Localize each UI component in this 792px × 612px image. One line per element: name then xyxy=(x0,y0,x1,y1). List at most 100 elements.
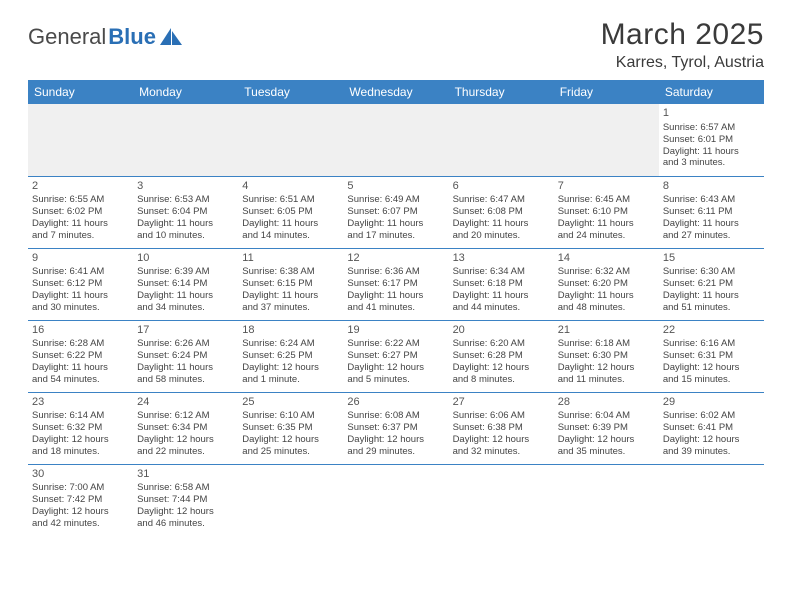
calendar-cell: 26Sunrise: 6:08 AMSunset: 6:37 PMDayligh… xyxy=(343,392,448,464)
cell-line: Sunrise: 6:32 AM xyxy=(558,266,655,278)
cell-line: Sunset: 6:41 PM xyxy=(663,422,760,434)
cell-line: and 46 minutes. xyxy=(137,518,234,530)
cell-line: Sunrise: 6:49 AM xyxy=(347,194,444,206)
location: Karres, Tyrol, Austria xyxy=(601,54,764,72)
cell-line: Daylight: 11 hours xyxy=(558,290,655,302)
calendar-cell: 23Sunrise: 6:14 AMSunset: 6:32 PMDayligh… xyxy=(28,392,133,464)
calendar-cell: 30Sunrise: 7:00 AMSunset: 7:42 PMDayligh… xyxy=(28,464,133,536)
cell-line: Sunset: 6:30 PM xyxy=(558,350,655,362)
cell-line: and 39 minutes. xyxy=(663,446,760,458)
cell-line: Sunset: 6:22 PM xyxy=(32,350,129,362)
cell-line: Daylight: 11 hours xyxy=(32,218,129,230)
day-number: 16 xyxy=(32,324,129,338)
calendar-cell xyxy=(659,464,764,536)
calendar-week-row: 16Sunrise: 6:28 AMSunset: 6:22 PMDayligh… xyxy=(28,320,764,392)
cell-line: Sunset: 6:21 PM xyxy=(663,278,760,290)
cell-line: Sunrise: 6:53 AM xyxy=(137,194,234,206)
cell-line: and 30 minutes. xyxy=(32,302,129,314)
cell-line: and 24 minutes. xyxy=(558,230,655,242)
cell-line: Sunset: 6:01 PM xyxy=(663,134,760,146)
cell-line: Daylight: 11 hours xyxy=(32,362,129,374)
day-number: 7 xyxy=(558,180,655,194)
calendar-week-row: 23Sunrise: 6:14 AMSunset: 6:32 PMDayligh… xyxy=(28,392,764,464)
cell-line: and 15 minutes. xyxy=(663,374,760,386)
calendar-cell xyxy=(449,464,554,536)
cell-line: Sunset: 6:27 PM xyxy=(347,350,444,362)
day-number: 12 xyxy=(347,252,444,266)
calendar-cell xyxy=(554,104,659,176)
day-number: 4 xyxy=(242,180,339,194)
calendar-cell: 7Sunrise: 6:45 AMSunset: 6:10 PMDaylight… xyxy=(554,176,659,248)
cell-line: Sunrise: 6:58 AM xyxy=(137,482,234,494)
cell-line: Sunrise: 6:08 AM xyxy=(347,410,444,422)
day-number: 6 xyxy=(453,180,550,194)
cell-line: Daylight: 11 hours xyxy=(32,290,129,302)
logo: GeneralBlue xyxy=(28,18,182,50)
cell-line: and 29 minutes. xyxy=(347,446,444,458)
header: GeneralBlue March 2025 Karres, Tyrol, Au… xyxy=(28,18,764,72)
cell-line: Daylight: 11 hours xyxy=(347,218,444,230)
cell-line: Sunrise: 6:12 AM xyxy=(137,410,234,422)
day-number: 1 xyxy=(663,107,760,121)
cell-line: Sunset: 6:05 PM xyxy=(242,206,339,218)
calendar-cell: 6Sunrise: 6:47 AMSunset: 6:08 PMDaylight… xyxy=(449,176,554,248)
cell-line: Sunset: 6:04 PM xyxy=(137,206,234,218)
cell-line: Sunrise: 6:45 AM xyxy=(558,194,655,206)
cell-line: Sunrise: 6:22 AM xyxy=(347,338,444,350)
cell-line: and 14 minutes. xyxy=(242,230,339,242)
calendar-cell xyxy=(238,464,343,536)
calendar-cell: 11Sunrise: 6:38 AMSunset: 6:15 PMDayligh… xyxy=(238,248,343,320)
cell-line: and 5 minutes. xyxy=(347,374,444,386)
cell-line: Daylight: 11 hours xyxy=(347,290,444,302)
cell-line: Sunset: 6:17 PM xyxy=(347,278,444,290)
cell-line: Daylight: 12 hours xyxy=(242,362,339,374)
weekday-header: Sunday xyxy=(28,80,133,104)
calendar-cell: 2Sunrise: 6:55 AMSunset: 6:02 PMDaylight… xyxy=(28,176,133,248)
day-number: 31 xyxy=(137,468,234,482)
calendar-cell: 9Sunrise: 6:41 AMSunset: 6:12 PMDaylight… xyxy=(28,248,133,320)
calendar-cell: 17Sunrise: 6:26 AMSunset: 6:24 PMDayligh… xyxy=(133,320,238,392)
cell-line: and 8 minutes. xyxy=(453,374,550,386)
cell-line: and 37 minutes. xyxy=(242,302,339,314)
calendar-cell: 3Sunrise: 6:53 AMSunset: 6:04 PMDaylight… xyxy=(133,176,238,248)
weekday-header: Saturday xyxy=(659,80,764,104)
day-number: 19 xyxy=(347,324,444,338)
cell-line: and 22 minutes. xyxy=(137,446,234,458)
cell-line: Sunrise: 6:47 AM xyxy=(453,194,550,206)
cell-line: and 41 minutes. xyxy=(347,302,444,314)
day-number: 27 xyxy=(453,396,550,410)
cell-line: and 3 minutes. xyxy=(663,157,760,169)
cell-line: Sunset: 6:38 PM xyxy=(453,422,550,434)
cell-line: Sunrise: 6:41 AM xyxy=(32,266,129,278)
day-number: 3 xyxy=(137,180,234,194)
calendar-cell: 16Sunrise: 6:28 AMSunset: 6:22 PMDayligh… xyxy=(28,320,133,392)
cell-line: Sunrise: 6:10 AM xyxy=(242,410,339,422)
calendar-week-row: 9Sunrise: 6:41 AMSunset: 6:12 PMDaylight… xyxy=(28,248,764,320)
cell-line: Sunset: 6:14 PM xyxy=(137,278,234,290)
calendar-cell: 21Sunrise: 6:18 AMSunset: 6:30 PMDayligh… xyxy=(554,320,659,392)
day-number: 2 xyxy=(32,180,129,194)
cell-line: and 48 minutes. xyxy=(558,302,655,314)
cell-line: Sunset: 6:25 PM xyxy=(242,350,339,362)
cell-line: Sunrise: 6:39 AM xyxy=(137,266,234,278)
cell-line: Sunrise: 6:43 AM xyxy=(663,194,760,206)
weekday-header: Friday xyxy=(554,80,659,104)
day-number: 13 xyxy=(453,252,550,266)
calendar-cell: 29Sunrise: 6:02 AMSunset: 6:41 PMDayligh… xyxy=(659,392,764,464)
cell-line: Sunrise: 6:26 AM xyxy=(137,338,234,350)
day-number: 30 xyxy=(32,468,129,482)
cell-line: Sunrise: 6:16 AM xyxy=(663,338,760,350)
day-number: 10 xyxy=(137,252,234,266)
cell-line: Sunset: 6:28 PM xyxy=(453,350,550,362)
calendar-cell: 15Sunrise: 6:30 AMSunset: 6:21 PMDayligh… xyxy=(659,248,764,320)
cell-line: and 35 minutes. xyxy=(558,446,655,458)
calendar-body: 1Sunrise: 6:57 AMSunset: 6:01 PMDaylight… xyxy=(28,104,764,536)
cell-line: Sunset: 6:02 PM xyxy=(32,206,129,218)
cell-line: Daylight: 12 hours xyxy=(347,362,444,374)
cell-line: and 17 minutes. xyxy=(347,230,444,242)
logo-sail-icon xyxy=(160,28,182,46)
day-number: 24 xyxy=(137,396,234,410)
cell-line: Sunset: 6:15 PM xyxy=(242,278,339,290)
cell-line: and 10 minutes. xyxy=(137,230,234,242)
cell-line: and 34 minutes. xyxy=(137,302,234,314)
